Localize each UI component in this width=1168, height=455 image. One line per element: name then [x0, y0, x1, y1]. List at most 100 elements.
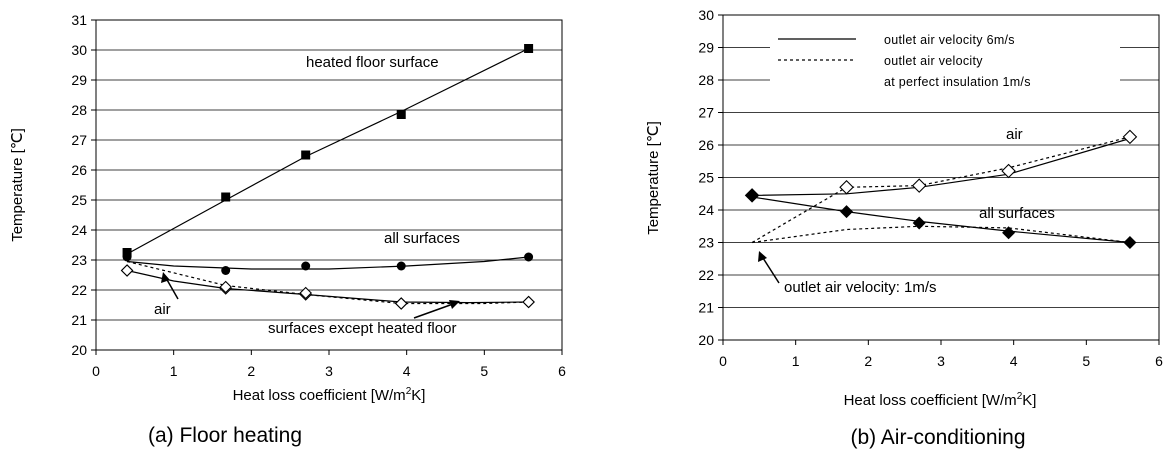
- chart-a-y-tick-labels: 20 21 22 23 24 25 26 27 28 29 30 31: [71, 12, 96, 358]
- y-tick-label: 24: [698, 202, 714, 218]
- data-point-all-surfaces-6m-s: [840, 205, 854, 219]
- series-line-air: [126, 269, 529, 304]
- y-tick-label: 25: [71, 192, 87, 208]
- chart-b-y-axis-label: Temperature [℃]: [645, 121, 662, 235]
- y-tick-label: 30: [71, 42, 87, 58]
- y-tick-label: 27: [698, 105, 714, 121]
- data-point-air-6m-s: [1001, 163, 1016, 179]
- data-point-air-6m-s: [911, 178, 927, 193]
- x-tick-label: 1: [792, 353, 800, 369]
- series-line-air-1m-s: [751, 136, 1131, 244]
- chart-a-markers: [120, 44, 535, 310]
- data-point-all-surfaces: [301, 261, 311, 271]
- x-tick-label: 6: [558, 363, 566, 379]
- x-tick-label: 2: [864, 353, 872, 369]
- data-point-all-surfaces: [221, 266, 231, 275]
- series-line-all-surfaces: [127, 256, 529, 270]
- y-tick-label: 28: [71, 102, 87, 118]
- annotation-b-outlet-air-velocity: outlet air velocity: 1m/s: [784, 279, 937, 296]
- x-tick-label: 0: [719, 353, 727, 369]
- data-point-all-surfaces-6m-s: [912, 216, 926, 230]
- data-point-surfaces-except-heated-floor: [219, 280, 232, 294]
- legend-entry-6ms: outlet air velocity 6m/s: [884, 33, 1015, 47]
- y-tick-label: 27: [71, 132, 87, 148]
- chart-a-caption: (a) Floor heating: [148, 424, 302, 447]
- data-point-air-6m-s: [1122, 129, 1138, 145]
- legend-entry-1ms: outlet air velocity: [884, 54, 983, 68]
- y-tick-label: 29: [698, 40, 714, 56]
- series-line-air-6m-s: [752, 137, 1131, 196]
- chart-b-legend: outlet air velocity 6m/s outlet air velo…: [778, 33, 1031, 89]
- data-point-air-6m-s: [839, 179, 854, 195]
- chart-b-y-tick-labels: 20 21 22 23 24 25 26 27 28 29 30: [698, 7, 723, 348]
- y-tick-label: 21: [698, 300, 714, 316]
- data-point-all-surfaces-6m-s: [1123, 236, 1137, 249]
- x-tick-label: 1: [170, 363, 178, 379]
- series-line-surfaces-except-heated-floor: [126, 260, 529, 305]
- x-tick-label: 3: [325, 363, 333, 379]
- y-tick-label: 20: [71, 342, 87, 358]
- arrow-outlet-air-velocity: [758, 251, 780, 284]
- chart-b-legend-background: [770, 30, 1120, 94]
- y-tick-label: 21: [71, 312, 87, 328]
- data-point-surfaces-except-heated-floor: [299, 286, 312, 300]
- annotation-air: air: [154, 301, 171, 318]
- annotation-surfaces-except-heated-floor: surfaces except heated floor: [268, 320, 456, 337]
- x-tick-label: 5: [480, 363, 488, 379]
- y-tick-label: 23: [71, 252, 87, 268]
- chart-b-x-axis-label: Heat loss coefficient [W/m2K]: [844, 391, 1037, 409]
- annotation-b-all-surfaces: all surfaces: [979, 205, 1055, 222]
- y-tick-label: 23: [698, 235, 714, 251]
- chart-b-series-lines: [751, 136, 1131, 244]
- annotation-b-air: air: [1006, 126, 1023, 143]
- data-point-surfaces-except-heated-floor: [394, 297, 408, 310]
- data-point-all-surfaces: [122, 252, 132, 262]
- data-point-surfaces-except-heated-floor: [522, 295, 535, 309]
- y-tick-label: 30: [698, 7, 714, 23]
- chart-a-series-lines: [126, 47, 529, 305]
- y-tick-label: 22: [71, 282, 87, 298]
- data-point-all-surfaces-6m-s: [1002, 226, 1016, 240]
- x-tick-label: 6: [1155, 353, 1163, 369]
- data-point-all-surfaces: [524, 252, 534, 262]
- x-tick-label: 2: [247, 363, 255, 379]
- y-tick-label: 22: [698, 267, 714, 283]
- x-tick-label: 4: [403, 363, 411, 379]
- x-tick-label: 4: [1010, 353, 1018, 369]
- series-line-all-surfaces-6m-s: [752, 196, 1130, 244]
- annotation-all-surfaces: all surfaces: [384, 230, 460, 247]
- arrow-surfaces-except-heated-floor: [413, 300, 460, 319]
- x-tick-label: 0: [92, 363, 100, 379]
- chart-a-x-tick-labels: 0 1 2 3 4 5 6: [92, 350, 566, 379]
- data-point-heated-floor-surface: [524, 44, 534, 53]
- y-tick-label: 20: [698, 332, 714, 348]
- data-point-surfaces-except-heated-floor: [120, 264, 134, 277]
- chart-b-caption: (b) Air-conditioning: [850, 426, 1025, 449]
- series-line-heated-floor-surface: [126, 47, 529, 255]
- data-point-all-surfaces-6m-s: [745, 188, 759, 202]
- y-tick-label: 26: [698, 137, 714, 153]
- legend-entry-1ms-cont: at perfect insulation 1m/s: [884, 75, 1031, 89]
- data-point-heated-floor-surface: [221, 192, 231, 202]
- y-tick-label: 25: [698, 170, 714, 186]
- series-line-all-surfaces-1m-s: [752, 225, 1130, 244]
- chart-a-x-axis-label: Heat loss coefficient [W/m2K]: [233, 386, 426, 404]
- data-point-heated-floor-surface: [301, 150, 311, 160]
- y-tick-label: 26: [71, 162, 87, 178]
- y-tick-label: 24: [71, 222, 87, 238]
- y-tick-label: 29: [71, 72, 87, 88]
- x-tick-label: 5: [1082, 353, 1090, 369]
- annotation-heated-floor-surface: heated floor surface: [306, 54, 439, 71]
- data-point-all-surfaces: [396, 261, 406, 271]
- chart-b-markers: [744, 129, 1138, 249]
- chart-a-y-axis-label: Temperature [℃]: [9, 128, 26, 242]
- data-point-heated-floor-surface: [396, 110, 406, 119]
- y-tick-label: 28: [698, 72, 714, 88]
- y-tick-label: 31: [71, 12, 87, 28]
- arrow-air: [161, 272, 179, 300]
- x-tick-label: 3: [937, 353, 945, 369]
- chart-b-x-tick-labels: 0 1 2 3 4 5 6: [719, 340, 1163, 369]
